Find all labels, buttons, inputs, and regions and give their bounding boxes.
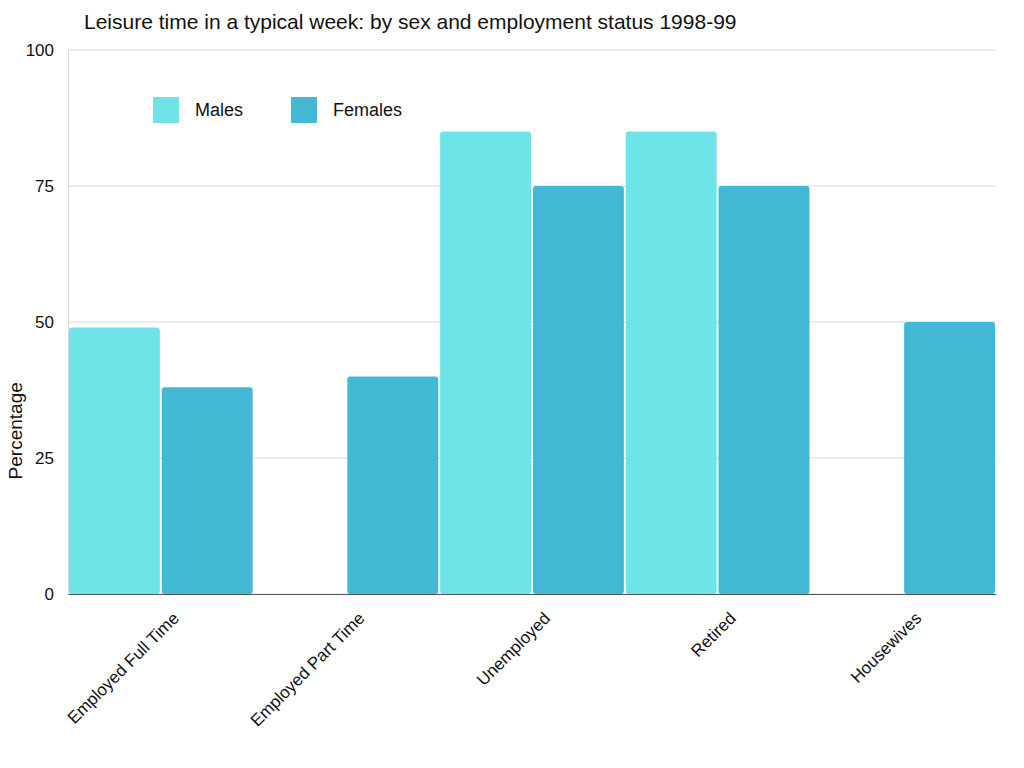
bar: [626, 132, 717, 594]
y-axis: 0 25 50 75 100: [26, 41, 69, 604]
y-tick: 50: [35, 313, 68, 332]
title: Leisure time in a typical week: by sex a…: [84, 10, 737, 33]
legend-label: Females: [333, 100, 402, 120]
bar: [440, 132, 531, 594]
x-axis-line: [69, 594, 997, 595]
plot: 0 25 50 75 100 Employed Full Time Employed Par…: [26, 41, 997, 730]
legend-swatch: [153, 97, 179, 123]
legend-item: Females: [291, 97, 402, 123]
x-tick: Employed Part Time: [247, 594, 369, 730]
bar: [162, 387, 253, 594]
y-tick: 25: [35, 449, 68, 468]
bar-series: [162, 186, 995, 594]
bar: [533, 186, 624, 594]
bar: [347, 376, 438, 594]
x-tick-label: Housewives: [847, 609, 925, 687]
x-tick: Housewives: [847, 594, 925, 687]
y-axis-line: [68, 51, 69, 595]
x-tick-label: Employed Part Time: [247, 609, 369, 731]
legend: Males Females: [153, 97, 402, 123]
y-axis-title: Percentage: [5, 382, 26, 479]
x-tick: Retired: [688, 594, 740, 661]
legend-swatch: [291, 97, 317, 123]
x-axis: Employed Full Time Employed Part Time Unem…: [64, 594, 997, 730]
y-tick-label: 50: [35, 313, 54, 332]
y-tick-label: 100: [26, 41, 54, 60]
y-tick: 75: [35, 177, 68, 196]
y-tick: 0: [45, 585, 68, 604]
y-tick: 100: [26, 41, 68, 60]
x-tick-label: Employed Full Time: [64, 609, 183, 728]
y-tick-label: 25: [35, 449, 54, 468]
legend-item: Males: [153, 97, 243, 123]
y-tick-label: 75: [35, 177, 54, 196]
x-tick: Employed Full Time: [64, 594, 183, 728]
bar-series: [69, 132, 717, 594]
x-tick-label: Retired: [688, 609, 740, 661]
bar: [719, 186, 810, 594]
x-tick: Unemployed: [473, 594, 554, 690]
grid: [68, 50, 996, 594]
bar: [904, 322, 995, 594]
grid-line: [68, 50, 996, 51]
grid-line: [68, 186, 996, 187]
y-tick-label: 0: [45, 585, 54, 604]
grid-line: [68, 322, 996, 323]
chart: 0 25 50 75 100 Employed Full Time Employed Par…: [0, 0, 1024, 768]
bars: [69, 132, 995, 594]
bar: [69, 327, 160, 594]
legend-label: Males: [195, 100, 243, 120]
x-tick-label: Unemployed: [473, 609, 554, 690]
